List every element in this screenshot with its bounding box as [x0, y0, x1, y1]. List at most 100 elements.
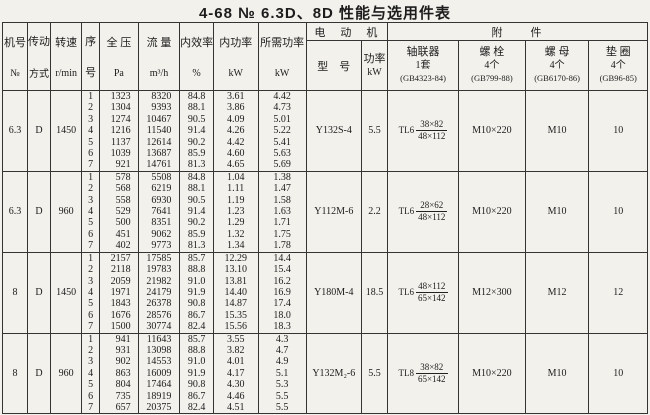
table-header: 机号 № 传动 方式 转速 r/min 序号 全 压 Pa 流 量 m³/h 内效率% 内…: [1, 22, 648, 91]
coupling-fraction-top: 28×62: [416, 200, 448, 213]
efficiency-cell: 82.4: [179, 321, 214, 334]
table-row: 7 921 14761 81.3 4.65 5.69: [3, 159, 648, 172]
pressure-cell: 451: [99, 228, 139, 241]
seq-cell: 7: [81, 159, 101, 172]
flow-cell: 10467: [137, 113, 181, 126]
drive-cell: D: [27, 170, 51, 253]
internal-power-cell: 14.40: [212, 286, 259, 299]
efficiency-cell: 85.9: [179, 148, 214, 160]
flow-cell: 26378: [137, 298, 181, 310]
internal-power-cell: 15.56: [212, 321, 259, 334]
speed-cell: 1450: [49, 90, 83, 172]
internal-power-cell: 12.29: [212, 252, 259, 265]
table-row: 7 657 20375 82.4 4.51 5.5: [3, 401, 648, 415]
pressure-cell: 1971: [99, 286, 139, 299]
col-header-bolt: 螺 栓 4个 (GB799-88): [458, 40, 526, 91]
seq-cell: 2: [81, 183, 101, 195]
pressure-cell: 402: [99, 240, 139, 253]
data-block: 8 D 960 1 941 11643 85.7 3.55 4.3 Y132M₂-6 5.5 TL8 3…: [1, 332, 648, 415]
nut-cell: M12: [524, 251, 590, 334]
seq-cell: 3: [81, 275, 101, 287]
pressure-cell: 2118: [99, 264, 139, 276]
seq-cell: 4: [81, 367, 101, 380]
data-block: 8 D 1450 1 2157 17585 85.7 12.29 14.4 Y180M-4 18.5…: [1, 251, 648, 334]
pressure-cell: 500: [99, 217, 139, 229]
required-power-cell: 5.01: [257, 113, 307, 126]
pressure-cell: 1216: [99, 125, 139, 137]
pressure-cell: 804: [99, 379, 139, 391]
seq-cell: 6: [81, 148, 101, 160]
internal-power-cell: 4.09: [212, 113, 259, 126]
table-row: 4 863 16009 91.9 4.17 5.1: [3, 367, 648, 380]
internal-power-cell: 4.30: [212, 379, 259, 391]
motor-power-cell: 5.5: [360, 332, 389, 415]
required-power-cell: 1.47: [257, 183, 307, 195]
efficiency-cell: 90.2: [179, 217, 214, 229]
seq-cell: 1: [81, 90, 101, 103]
required-power-cell: 5.22: [257, 125, 307, 137]
pressure-cell: 1274: [99, 113, 139, 126]
flow-cell: 21982: [137, 275, 181, 287]
pressure-cell: 1676: [99, 309, 139, 322]
flow-cell: 30774: [137, 321, 181, 334]
required-power-cell: 5.3: [257, 379, 307, 391]
required-power-cell: 4.3: [257, 333, 307, 345]
seq-cell: 4: [81, 286, 101, 299]
coupling-type: TL6: [398, 286, 414, 297]
seq-cell: 1: [81, 252, 101, 265]
efficiency-cell: 90.8: [179, 379, 214, 391]
col-header-speed: 转速 r/min: [49, 22, 83, 91]
coupling-cell: TL6 38×82 48×112: [387, 90, 459, 172]
table-row: 4 1216 11540 91.4 4.26 5.22: [3, 125, 648, 137]
table-row: 6 1676 28576 86.7 15.35 18.0: [3, 309, 648, 322]
col-header-efficiency: 内效率%: [179, 22, 214, 91]
internal-power-cell: 15.35: [212, 309, 259, 322]
pressure-cell: 941: [99, 333, 139, 345]
internal-power-cell: 4.65: [212, 159, 259, 172]
flow-cell: 11643: [137, 333, 181, 345]
required-power-cell: 14.4: [257, 252, 307, 265]
efficiency-cell: 84.8: [179, 171, 214, 184]
flow-cell: 24179: [137, 286, 181, 299]
coupling-cell: TL6 28×62 48×112: [387, 170, 459, 253]
required-power-cell: 18.3: [257, 321, 307, 334]
required-power-cell: 1.38: [257, 171, 307, 184]
efficiency-cell: 88.1: [179, 183, 214, 195]
nut-cell: M10: [524, 170, 590, 253]
speed-cell: 960: [49, 332, 83, 415]
coupling-type: TL8: [398, 367, 414, 378]
washer-cell: 10: [588, 170, 648, 253]
efficiency-cell: 85.7: [179, 333, 214, 345]
drive-cell: D: [27, 251, 51, 334]
efficiency-cell: 90.5: [179, 113, 214, 126]
seq-cell: 1: [81, 171, 101, 184]
table-row: 6.3 D 960 1 578 5508 84.8 1.04 1.38 Y112M-6 2.2 TL6…: [1, 170, 648, 253]
table-row: 5 1843 26378 90.8 14.87 17.4: [3, 298, 648, 310]
table-row: 8 D 960 1 941 11643 85.7 3.55 4.3 Y132M₂-6 5.5 TL8 3…: [1, 332, 648, 415]
required-power-cell: 1.78: [257, 240, 307, 253]
required-power-cell: 16.2: [257, 275, 307, 287]
internal-power-cell: 1.11: [212, 183, 259, 195]
group-header-accessories: 附 件: [387, 22, 648, 41]
internal-power-cell: 14.87: [212, 298, 259, 310]
seq-cell: 1: [81, 333, 101, 345]
table-row: 7 402 9773 81.3 1.34 1.78: [3, 240, 648, 253]
seq-cell: 6: [81, 309, 101, 322]
internal-power-cell: 4.26: [212, 125, 259, 137]
motor-model-cell: Y132S-4: [305, 90, 362, 172]
efficiency-cell: 86.7: [179, 309, 214, 322]
machine-no-cell: 8: [1, 251, 29, 334]
flow-cell: 5508: [137, 171, 181, 184]
flow-cell: 17464: [137, 379, 181, 391]
efficiency-cell: 86.7: [179, 390, 214, 402]
internal-power-cell: 1.34: [212, 240, 259, 253]
flow-cell: 12614: [137, 136, 181, 149]
coupling-fraction: 38×82 65×142: [415, 362, 448, 385]
flow-cell: 14761: [137, 159, 181, 172]
pressure-cell: 931: [99, 344, 139, 357]
efficiency-cell: 91.9: [179, 286, 214, 299]
col-header-nut: 螺 母 4个 (GB6170-86): [524, 40, 590, 91]
seq-cell: 2: [81, 264, 101, 276]
internal-power-cell: 4.60: [212, 148, 259, 160]
table-row: 6 1039 13687 85.9 4.60 5.63: [3, 148, 648, 160]
